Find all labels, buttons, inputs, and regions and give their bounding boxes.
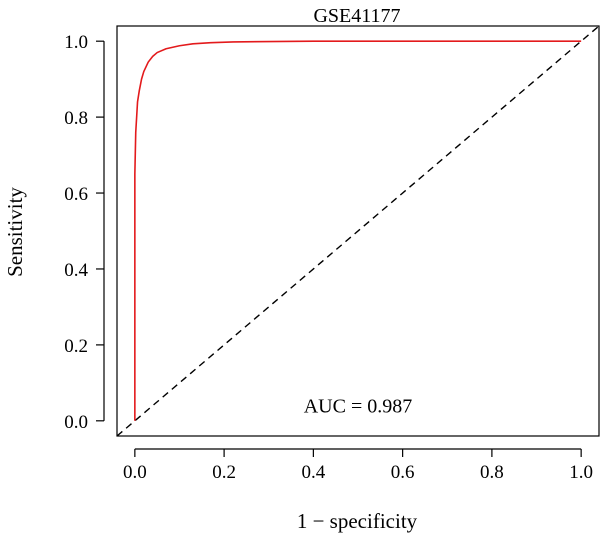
y-tick-label: 1.0 <box>64 32 88 53</box>
series-layer <box>116 25 600 437</box>
y-tick-label: 0.6 <box>64 184 88 205</box>
x-tick-label: 0.0 <box>123 462 147 483</box>
y-axis-title: Sensitivity <box>3 187 27 277</box>
x-axis-title: 1 − specificity <box>297 509 418 533</box>
x-tick-label: 0.4 <box>301 462 325 483</box>
y-tick-label: 0.0 <box>64 412 88 433</box>
x-tick-label: 0.8 <box>480 462 504 483</box>
chart-title: GSE41177 <box>313 5 400 27</box>
y-tick-label: 0.8 <box>64 108 88 129</box>
x-tick-label: 0.6 <box>391 462 415 483</box>
x-tick-label: 1.0 <box>569 462 593 483</box>
plot-frame <box>116 25 600 437</box>
reference-diagonal-line <box>116 25 600 437</box>
x-axis: 0.0 0.2 0.4 0.6 0.8 1.0 <box>123 448 593 483</box>
annotation-auc: AUC = 0.987 <box>304 396 413 418</box>
y-axis: 0.0 0.2 0.4 0.6 0.8 1.0 <box>64 32 105 433</box>
y-tick-label: 0.4 <box>64 260 88 281</box>
roc-curve <box>134 40 582 421</box>
x-tick-label: 0.2 <box>212 462 236 483</box>
y-tick-label: 0.2 <box>64 336 88 357</box>
